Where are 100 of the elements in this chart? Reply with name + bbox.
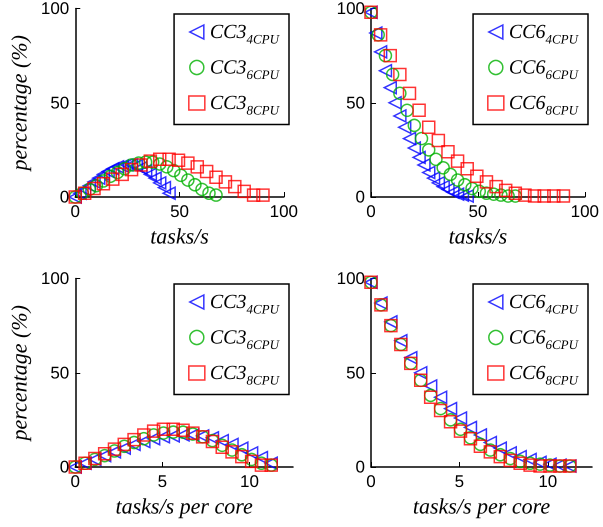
point	[152, 157, 166, 171]
point	[480, 186, 494, 200]
point	[436, 161, 450, 175]
point	[450, 154, 464, 168]
y-tick-label: 50	[346, 93, 365, 112]
y-tick-label: 0	[60, 188, 70, 206]
point	[494, 188, 508, 202]
point	[465, 182, 479, 196]
point	[460, 189, 474, 203]
point	[412, 104, 426, 118]
point	[460, 162, 474, 176]
point	[256, 188, 270, 202]
point	[158, 180, 172, 194]
point	[162, 152, 176, 166]
point	[404, 350, 418, 364]
point	[408, 141, 422, 155]
point	[172, 153, 186, 167]
x-tick-label: 5	[158, 472, 168, 491]
point	[202, 186, 216, 200]
point	[518, 188, 532, 202]
point	[458, 178, 472, 192]
point	[146, 428, 160, 442]
y-tick-label: 100	[336, 269, 365, 288]
point	[393, 109, 407, 123]
point	[148, 171, 162, 185]
point	[374, 28, 388, 42]
point	[101, 164, 115, 178]
point	[408, 118, 422, 132]
x-axis-title: tasks/s	[150, 224, 209, 248]
y-tick-label: 100	[40, 0, 70, 18]
point	[414, 366, 428, 380]
point	[528, 189, 542, 203]
x-tick-label: 50	[170, 202, 189, 221]
point	[96, 177, 110, 191]
point	[190, 160, 204, 174]
point	[106, 162, 120, 176]
point	[508, 186, 522, 200]
x-tick-label: 100	[570, 202, 600, 221]
point	[166, 429, 180, 443]
point	[383, 48, 397, 62]
x-tick-label: 5	[454, 472, 464, 491]
point	[110, 166, 124, 180]
point	[456, 188, 470, 202]
point	[450, 187, 464, 201]
point	[137, 428, 151, 442]
point	[110, 160, 124, 174]
point	[132, 156, 146, 170]
point	[195, 182, 209, 196]
point	[378, 64, 392, 78]
x-tick-label: 50	[468, 202, 488, 221]
point	[237, 184, 251, 198]
point	[166, 422, 180, 436]
point	[486, 187, 500, 201]
point	[120, 158, 134, 172]
point	[393, 86, 407, 100]
point	[200, 164, 214, 178]
point	[144, 168, 158, 182]
point	[508, 189, 522, 203]
point	[156, 430, 170, 444]
y-tick-label: 100	[40, 269, 70, 288]
point	[167, 164, 181, 178]
x-tick-label: 10	[538, 472, 558, 491]
y-tick-label: 0	[356, 458, 365, 476]
point	[115, 159, 129, 173]
point	[386, 68, 400, 82]
point	[374, 45, 388, 59]
point	[181, 173, 195, 187]
point	[513, 450, 527, 464]
x-axis-title: tasks/s per core	[412, 494, 550, 518]
point	[138, 164, 152, 178]
point	[498, 184, 512, 198]
point	[426, 171, 440, 185]
point	[434, 390, 448, 404]
point	[402, 132, 416, 146]
point	[181, 156, 195, 170]
x-tick-label: 100	[270, 202, 298, 221]
point	[225, 438, 239, 452]
point	[402, 86, 416, 100]
point	[450, 173, 464, 187]
point	[422, 120, 436, 134]
y-tick-label: 0	[60, 458, 70, 476]
y-tick-label: 100	[336, 0, 365, 18]
point	[432, 134, 446, 148]
point	[209, 170, 223, 184]
point	[441, 145, 455, 159]
y-tick-label: 50	[346, 363, 365, 382]
x-axis-title: tasks/s	[448, 224, 508, 248]
point	[432, 176, 446, 190]
point	[501, 189, 515, 203]
point	[146, 424, 160, 438]
point	[246, 188, 260, 202]
point	[383, 80, 397, 94]
point	[470, 170, 484, 184]
point	[73, 186, 87, 200]
point	[152, 176, 166, 190]
point	[106, 172, 120, 186]
point	[412, 150, 426, 164]
point	[398, 120, 412, 134]
point	[444, 402, 458, 416]
point	[414, 132, 428, 146]
